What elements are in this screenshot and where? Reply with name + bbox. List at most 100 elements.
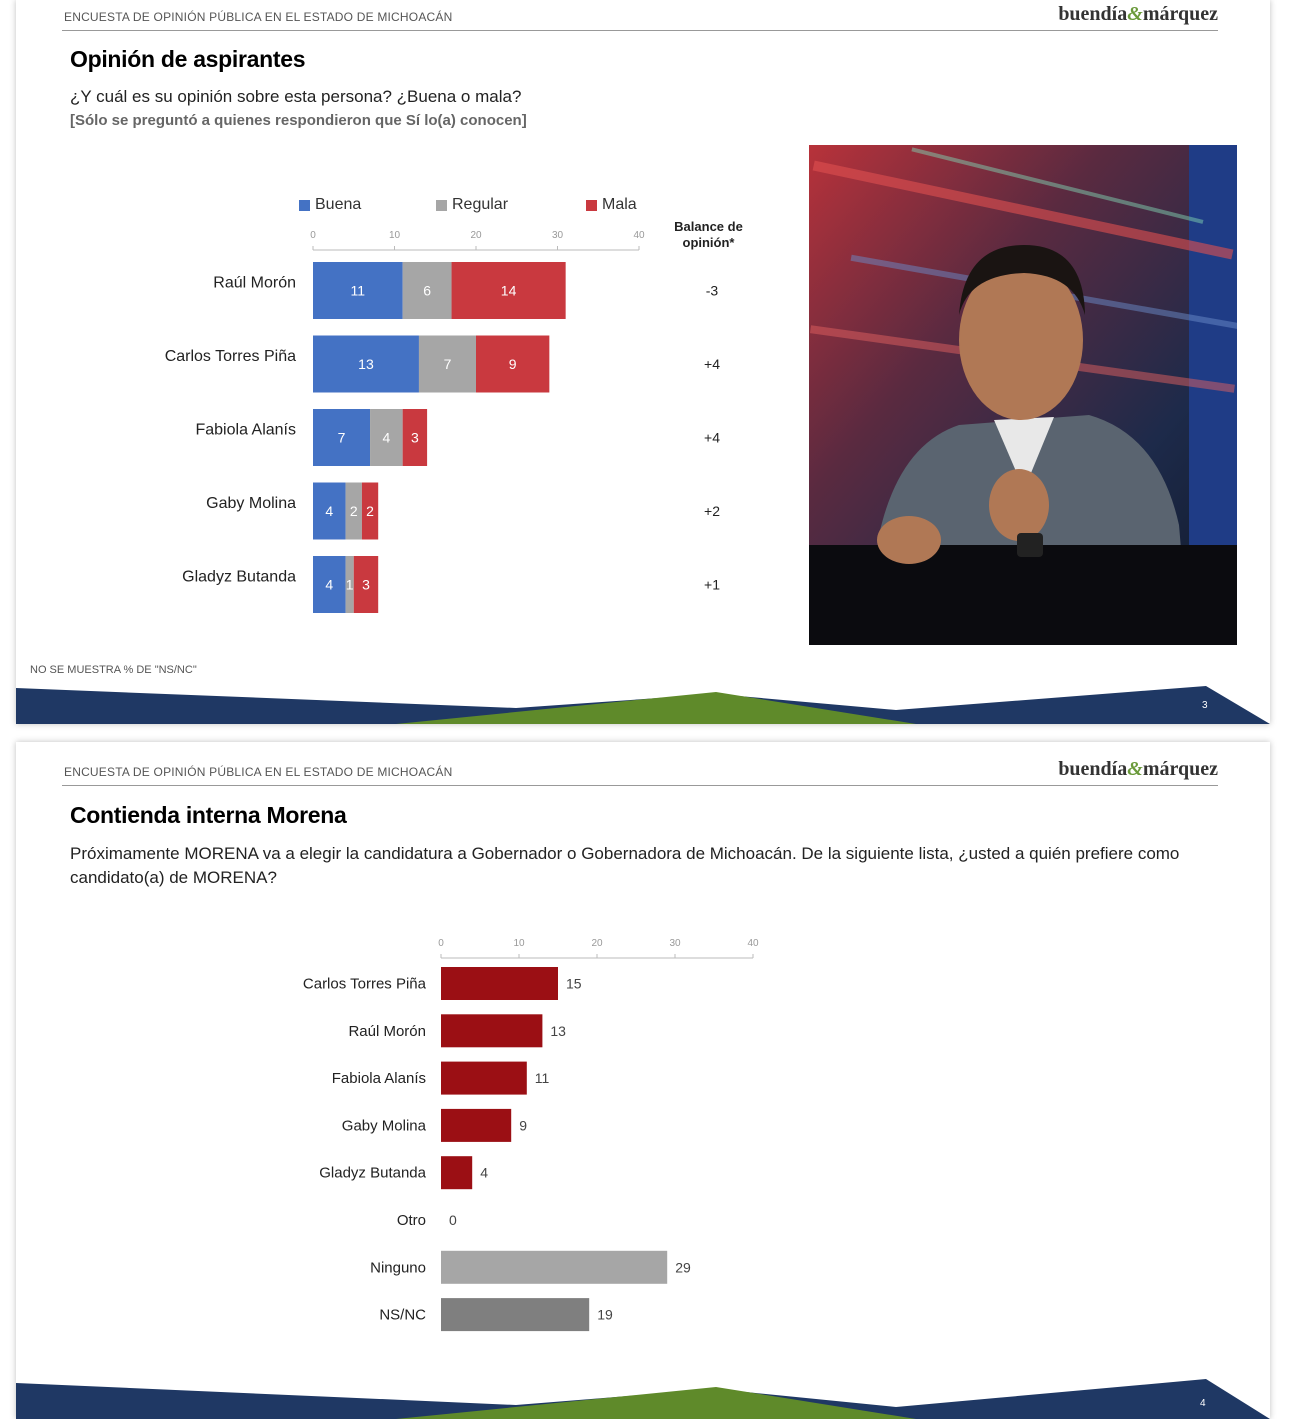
logo-right: márquez [1142, 758, 1218, 780]
footer-band [16, 1379, 1270, 1419]
page-number: 4 [1200, 1398, 1206, 1409]
candidate-photo [809, 145, 1237, 645]
x-tick-label: 30 [552, 230, 564, 241]
data-label: 15 [566, 976, 582, 992]
data-label: 14 [501, 283, 517, 299]
data-label: 4 [325, 577, 333, 593]
survey-label: ENCUESTA DE OPINIÓN PÚBLICA EN EL ESTADO… [64, 10, 453, 24]
x-tick-label: 0 [310, 230, 316, 241]
category-label-otro: Otro [397, 1212, 426, 1229]
category-label-gladyz-butanda: Gladyz Butanda [182, 569, 296, 586]
category-label-gladyz-butanda: Gladyz Butanda [319, 1165, 426, 1182]
logo-amp: & [1127, 3, 1143, 25]
brand-logo: buendía&márquez [1058, 758, 1218, 781]
x-tick-label: 10 [389, 230, 401, 241]
bar-segment-mala [353, 556, 379, 613]
balance-value: +4 [704, 356, 720, 372]
bar-segment-buena [313, 409, 371, 466]
bar-segment-regular [418, 335, 476, 393]
data-label: 2 [366, 503, 374, 519]
logo-amp: & [1127, 758, 1143, 780]
category-label-raul-moron: Raúl Morón [348, 1023, 426, 1040]
x-tick-label: 40 [747, 938, 759, 949]
bar-segment-buena [313, 482, 346, 540]
balance-value: +1 [704, 577, 720, 593]
slide-title: Opinión de aspirantes [70, 46, 306, 72]
brand-logo: buendía&márquez [1058, 3, 1218, 26]
category-label-raul-moron: Raúl Morón [213, 275, 296, 292]
legend-label-mala: Mala [602, 196, 637, 213]
data-label: 0 [449, 1212, 457, 1228]
bar-ninguno [441, 1250, 668, 1284]
legend-buena: Buena [299, 196, 361, 214]
question-text: ¿Y cuál es su opinión sobre esta persona… [70, 87, 522, 106]
legend-mala: Mala [586, 196, 637, 214]
bar-segment-regular [345, 556, 354, 613]
legend-swatch-regular [436, 199, 447, 211]
data-label: 11 [351, 283, 366, 299]
bar-segment-buena [313, 335, 419, 393]
x-tick-label: 0 [438, 938, 444, 949]
x-tick-label: 30 [669, 938, 681, 949]
bar-raul-moron [441, 1014, 543, 1048]
balance-value: -3 [706, 283, 719, 299]
slide-opinion-aspirantes: ENCUESTA DE OPINIÓN PÚBLICA EN EL ESTADO… [16, 0, 1270, 724]
category-label-ninguno: Ninguno [370, 1259, 426, 1276]
category-label-gaby-molina: Gaby Molina [342, 1117, 427, 1134]
category-label-carlos-torres-pina: Carlos Torres Piña [165, 348, 296, 365]
bar-segment-mala [361, 482, 379, 540]
bar-segment-regular [402, 262, 452, 319]
logo-left: buendía [1058, 758, 1128, 780]
data-label: 9 [509, 356, 517, 372]
bar-segment-buena [313, 262, 403, 319]
data-label: 6 [423, 283, 431, 299]
data-label: 13 [550, 1023, 566, 1039]
balance-header: Balance de opinión* [674, 219, 743, 250]
bar-segment-buena [313, 556, 346, 613]
survey-label: ENCUESTA DE OPINIÓN PÚBLICA EN EL ESTADO… [64, 765, 453, 779]
bar-segment-regular [345, 482, 362, 540]
balance-value: +2 [704, 503, 720, 519]
bar-gaby-molina [441, 1108, 512, 1142]
filter-note: [Sólo se preguntó a quienes respondieron… [70, 112, 527, 129]
logo-left: buendía [1058, 3, 1128, 25]
logo-right: márquez [1142, 3, 1218, 25]
header-divider [62, 30, 1218, 31]
x-tick-label: 10 [513, 938, 525, 949]
category-label-fabiola-alanis: Fabiola Alanís [332, 1070, 426, 1087]
legend-swatch-mala [586, 199, 597, 211]
slide-contienda-morena: ENCUESTA DE OPINIÓN PÚBLICA EN EL ESTADO… [16, 742, 1270, 1419]
question-text: Próximamente MORENA va a elegir la candi… [70, 844, 1180, 887]
data-label: 29 [675, 1259, 691, 1275]
data-label: 1 [346, 577, 354, 593]
category-label-carlos-torres-pina: Carlos Torres Piña [303, 976, 427, 993]
bar-ns-nc [441, 1298, 590, 1332]
data-label: 11 [535, 1070, 550, 1086]
x-tick-label: 40 [633, 230, 645, 241]
bar-gladyz-butanda [441, 1156, 473, 1190]
legend-swatch-buena [299, 199, 310, 211]
bar-carlos-torres-pina [441, 967, 558, 1000]
x-tick-label: 20 [591, 938, 603, 949]
data-label: 9 [519, 1117, 527, 1133]
data-label: 7 [338, 430, 346, 446]
footer-note: NO SE MUESTRA % DE "NS/NC" [30, 664, 197, 676]
data-label: 19 [597, 1307, 613, 1323]
bar-segment-mala [451, 262, 566, 319]
category-label-fabiola-alanis: Fabiola Alanís [195, 422, 296, 439]
data-label: 3 [411, 430, 419, 446]
legend-label-regular: Regular [452, 196, 509, 213]
legend-label-buena: Buena [315, 196, 362, 213]
legend-regular: Regular [436, 196, 508, 214]
category-label-ns-nc: NS/NC [379, 1307, 426, 1324]
bar-segment-mala [476, 335, 550, 393]
data-label: 13 [358, 356, 374, 372]
data-label: 4 [325, 503, 333, 519]
bar-segment-regular [370, 409, 403, 466]
page-number: 3 [1202, 700, 1208, 711]
data-label: 4 [480, 1165, 488, 1181]
data-label: 2 [350, 503, 358, 519]
header-divider [62, 785, 1218, 786]
